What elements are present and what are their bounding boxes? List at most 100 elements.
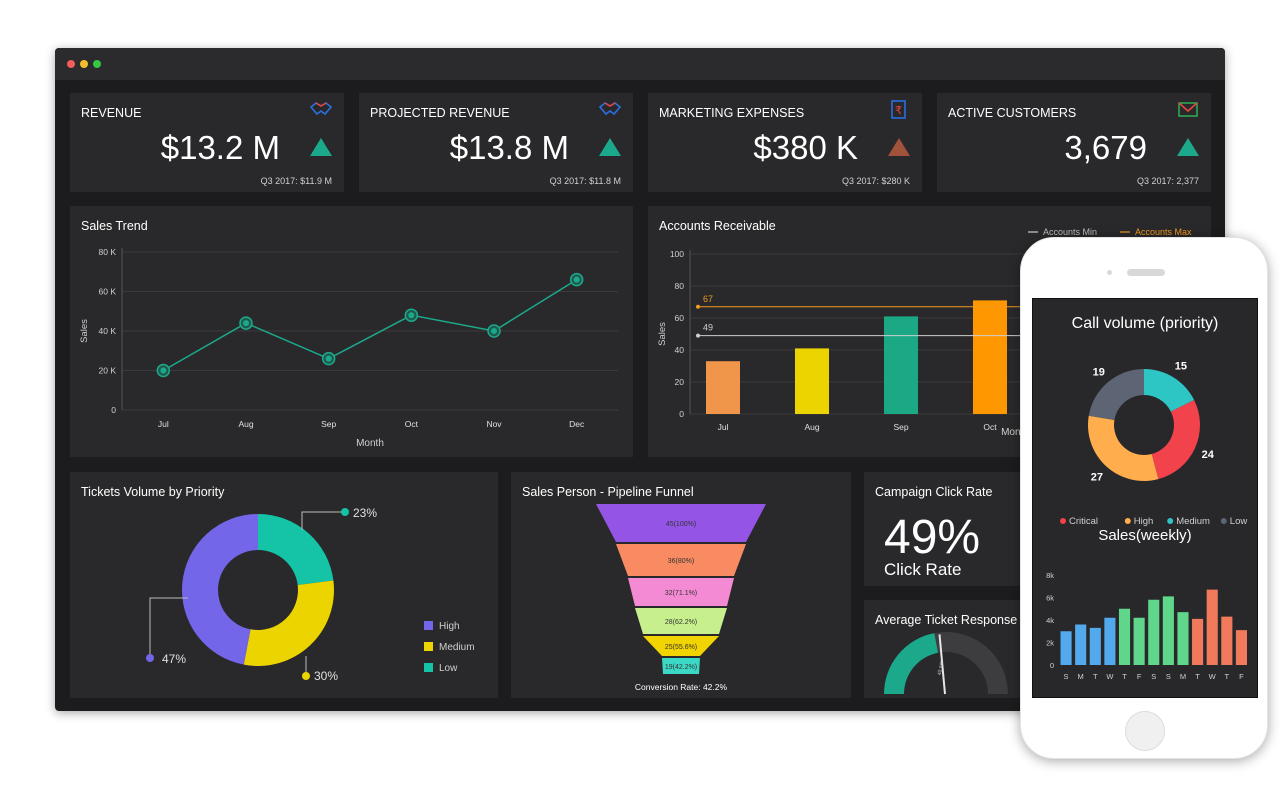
kpi-value: 3,679 <box>1064 129 1147 166</box>
y-tick-label: 20 K <box>99 366 117 376</box>
data-point-core <box>243 320 249 327</box>
conversion-rate: Conversion Rate: 42.2% <box>635 682 728 692</box>
bar <box>1118 608 1131 665</box>
leader-line <box>149 597 188 658</box>
sales-line <box>162 279 578 372</box>
phone-home-button[interactable] <box>1125 711 1165 751</box>
tickets-volume-chart[interactable]: 23% 47% 30% High Medium Low <box>70 472 498 698</box>
funnel-stage-label: 25(55.6%) <box>665 644 697 651</box>
trend-up-icon <box>1177 138 1199 156</box>
slice-value: 15 <box>1175 360 1187 372</box>
max-line-marker <box>696 304 700 309</box>
sales-trend-card[interactable]: Sales Trend 0 20 K 40 K 60 K 80 K Jul Aug Sep Oc… <box>70 206 633 457</box>
gauge-needle <box>938 634 946 695</box>
pipeline-funnel-chart[interactable]: 45(100%) 36(80%) 32(71.1%) 28(62.2%) 25(55.6… <box>511 472 851 698</box>
funnel-stage <box>596 504 766 542</box>
slice-high <box>1088 415 1159 481</box>
legend-swatch-high <box>424 621 433 630</box>
bar <box>795 348 829 414</box>
funnel-stage <box>662 658 700 674</box>
funnel-stage <box>643 636 719 656</box>
ticket-response-gauge[interactable]: 40 min <box>864 600 1211 698</box>
sales-trend-chart[interactable]: 0 20 K 40 K 60 K 80 K Jul Aug Sep Oct Nov Dec Month… <box>70 206 633 457</box>
slice-medium <box>1144 369 1195 412</box>
x-axis-label: Month <box>356 438 384 449</box>
maximize-window-button[interactable] <box>93 60 101 68</box>
slice-low <box>258 514 334 585</box>
kpi-card-projected-revenue[interactable]: PROJECTED REVENUE $13.8 M Q3 2017: $11.8… <box>359 93 633 192</box>
bar <box>1060 631 1072 665</box>
label-dot <box>146 654 154 662</box>
chart-title: Campaign Click Rate <box>875 485 993 499</box>
legend-dot-low <box>1220 518 1227 524</box>
y-tick-label: 6k <box>1046 594 1054 603</box>
y-tick-label: 8k <box>1046 571 1054 580</box>
y-tick-label: 0 <box>1050 661 1054 670</box>
x-tick-label: M <box>1078 672 1084 681</box>
funnel-stage <box>616 544 746 576</box>
leader-line <box>301 511 344 530</box>
gauge-track <box>934 632 1008 694</box>
gauge-fill <box>884 633 939 694</box>
kpi-comparison: Q3 2017: 2,377 <box>1136 176 1199 186</box>
x-tick-label: S <box>1064 672 1069 681</box>
close-window-button[interactable] <box>67 60 75 68</box>
phone-speaker <box>1127 269 1165 276</box>
call-volume-chart[interactable]: 15 24 27 19 Critical High Medium Low <box>1033 335 1259 535</box>
kpi-title: PROJECTED REVENUE <box>370 106 510 120</box>
minimize-window-button[interactable] <box>80 60 88 68</box>
bar <box>1177 612 1189 665</box>
bar <box>1089 627 1101 665</box>
y-tick-label: 0 <box>111 405 116 415</box>
click-rate-value: 49% <box>884 511 981 564</box>
x-tick-label: T <box>1225 672 1230 681</box>
y-tick-label: 40 <box>675 345 685 355</box>
min-line-marker <box>696 333 700 338</box>
x-tick-label: Sep <box>893 422 908 432</box>
kpi-value: $380 K <box>753 129 858 166</box>
x-tick-label: M <box>1180 672 1186 681</box>
chart-title: Sales Person - Pipeline Funnel <box>522 485 694 499</box>
legend-label-medium: Medium <box>439 642 475 653</box>
legend-label-critical: Critical <box>1069 516 1098 527</box>
pipeline-funnel-card[interactable]: Sales Person - Pipeline Funnel 45(100%) 3… <box>511 472 851 698</box>
chart-title: Sales Trend <box>81 219 148 233</box>
kpi-card-revenue[interactable]: REVENUE $13.2 M Q3 2017: $11.9 M <box>70 93 344 192</box>
y-tick-label: 0 <box>679 409 684 419</box>
data-point-core <box>491 328 497 334</box>
legend-label-low: Low <box>439 663 458 674</box>
window-titlebar <box>55 48 1225 80</box>
bar <box>1162 596 1174 665</box>
call-volume-title: Call volume (priority) <box>1071 315 1219 332</box>
slice-low <box>1088 369 1144 421</box>
legend-label-high: High <box>1134 516 1154 527</box>
y-tick-label: 40 K <box>99 326 117 336</box>
x-tick-label: W <box>1106 672 1114 681</box>
x-tick-label: W <box>1209 672 1217 681</box>
tickets-volume-card[interactable]: Tickets Volume by Priority 23% 47% 30% High… <box>70 472 498 698</box>
x-tick-label: Oct <box>983 422 997 432</box>
data-point-core <box>573 276 580 283</box>
kpi-comparison: Q3 2017: $280 K <box>841 176 910 186</box>
x-tick-label: Aug <box>238 419 253 429</box>
label-dot <box>341 508 349 516</box>
min-line-label: 49 <box>703 323 713 333</box>
bar <box>706 361 740 414</box>
sales-weekly-title: Sales(weekly) <box>1098 527 1192 544</box>
x-tick-label: Sep <box>321 419 336 429</box>
slice-value: 19 <box>1093 367 1105 379</box>
slice-label: 23% <box>353 506 377 520</box>
legend-swatch-medium <box>424 642 433 651</box>
x-tick-label: Nov <box>486 419 502 429</box>
legend-dot-critical <box>1060 518 1066 524</box>
legend-max: Accounts Max <box>1135 227 1192 237</box>
handshake-icon <box>310 102 332 116</box>
kpi-card-marketing-expenses[interactable]: MARKETING EXPENSES ₹ $380 K Q3 2017: $28… <box>648 93 922 192</box>
x-tick-label: Jul <box>718 422 729 432</box>
trend-up-icon <box>599 138 621 156</box>
slice-medium <box>243 580 334 666</box>
kpi-card-active-customers[interactable]: ACTIVE CUSTOMERS 3,679 Q3 2017: 2,377 <box>937 93 1211 192</box>
x-tick-label: T <box>1195 672 1200 681</box>
trend-up-icon <box>888 138 910 156</box>
